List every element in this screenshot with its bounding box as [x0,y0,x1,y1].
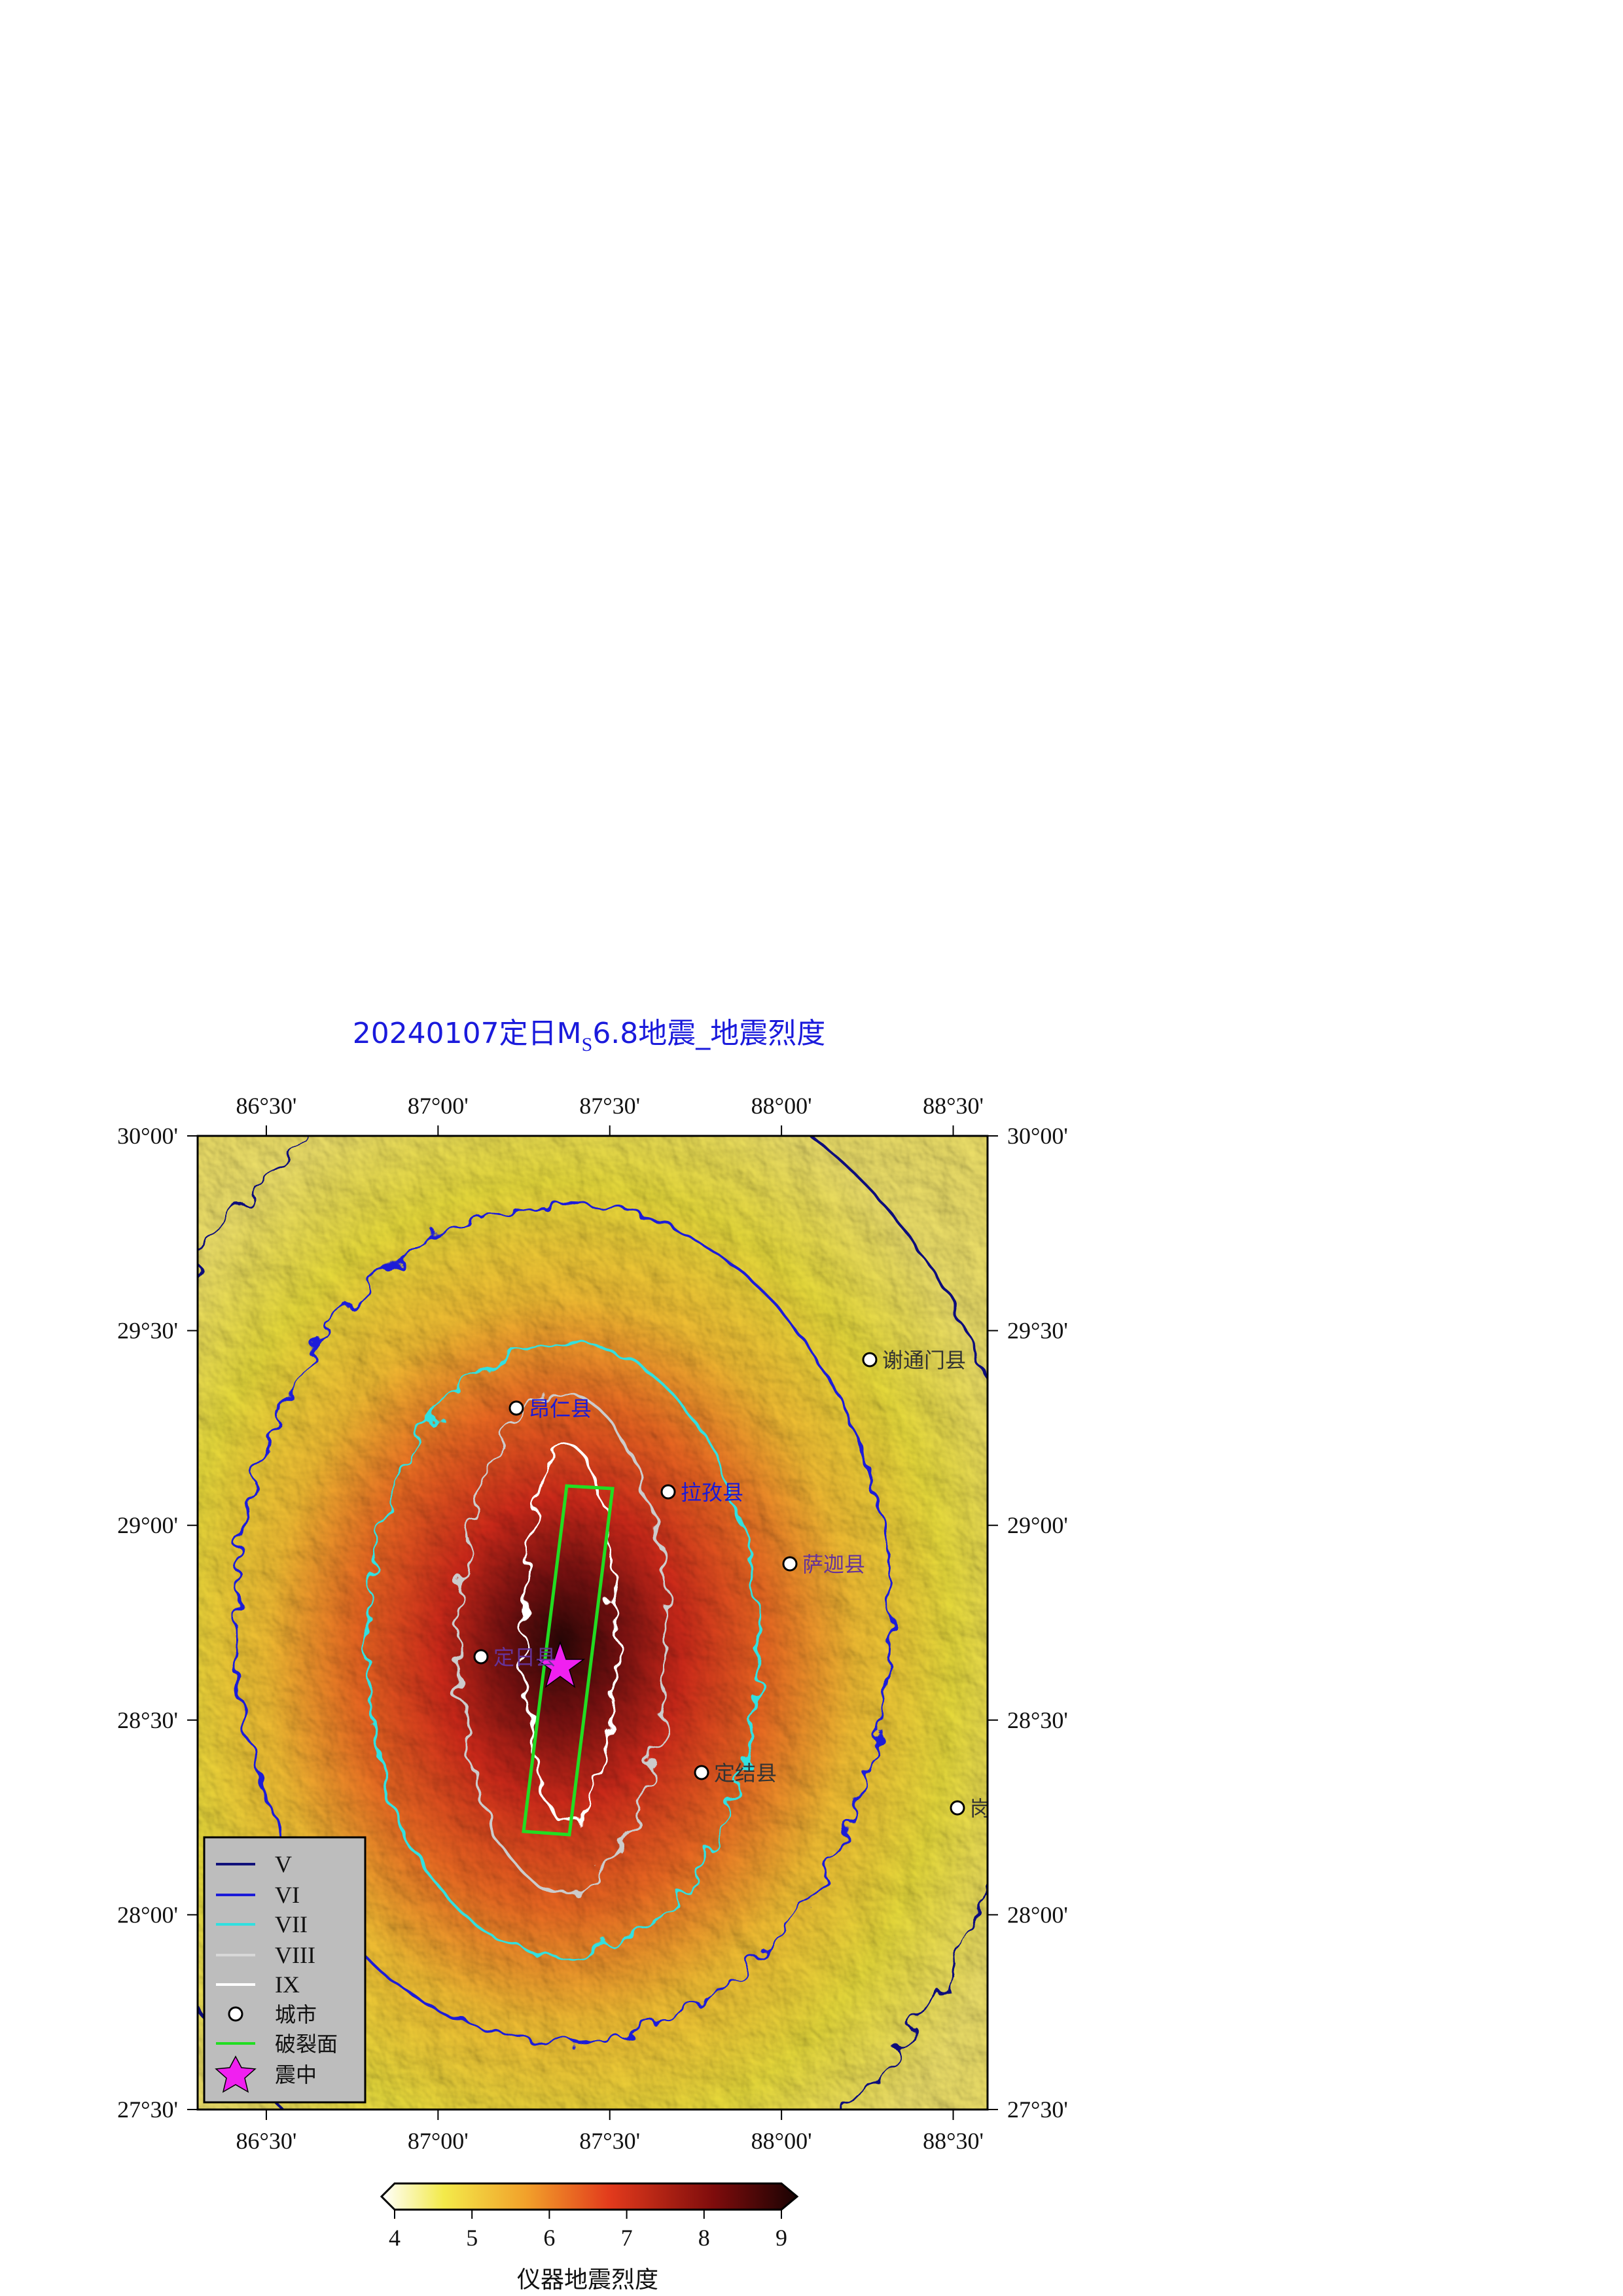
legend-swatch [215,2055,257,2093]
colorbar-tick-label: 4 [389,2225,401,2251]
y-tick-label: 28°30' [1007,1707,1068,1733]
legend-label: VII [275,1911,308,1937]
map-frame [196,1135,989,2111]
y-tick-label: 29°00' [117,1512,178,1538]
city-marker [950,1800,965,1816]
y-tick-label: 28°00' [117,1901,178,1928]
contour-vi [234,1203,891,2043]
city-label: 萨迦县 [802,1552,865,1577]
x-tick-label: 86°30' [236,1093,297,1119]
y-tick-label: 27°30' [1007,2096,1068,2123]
colorbar-tick-label: 6 [543,2225,555,2251]
y-tick-label: 29°30' [1007,1318,1068,1344]
city-marker [862,1352,878,1368]
legend-box [203,1836,366,2104]
legend-label: 破裂面 [275,2032,338,2057]
x-tick-label: 88°30' [923,2128,984,2154]
city-label: 拉孜县 [681,1480,743,1505]
legend-label: V [275,1851,292,1877]
legend: V VI VII VIII IX 城市 破裂面 震中 [203,1836,366,2104]
colorbar-tick-label: 7 [621,2225,633,2251]
x-tick-label: 88°30' [923,1093,984,1119]
legend-label: VI [275,1882,300,1908]
y-tick-label: 27°30' [117,2096,178,2123]
contour-vii [365,1340,760,1958]
colorbar-bar [380,2182,799,2211]
contour-viii [457,1392,669,1892]
colorbar-tick-label: 5 [466,2225,478,2251]
city-label: 昂仁县 [529,1396,592,1421]
legend-swatch [228,2006,243,2022]
city-label: 谢通门县 [882,1348,966,1373]
title-suffix: 6.8地震_地震烈度 [592,1017,825,1050]
rupture-plane [522,1484,615,1837]
x-tick-label: 87°00' [408,2128,469,2154]
epicenter [535,1640,586,1688]
cities: 昂仁县 谢通门县 拉孜县 萨迦县 定日县 定结县 岗巴县 [473,1348,1033,1821]
city-marker [508,1400,524,1416]
title-prefix: 20240107定日M [353,1017,582,1050]
y-tick-label: 30°00' [1007,1123,1068,1149]
x-tick-label: 87°30' [579,2128,640,2154]
x-tick-label: 88°00' [751,1093,812,1119]
y-tick-label: 29°00' [1007,1512,1068,1538]
x-tick-label: 87°00' [408,1093,469,1119]
colorbar-label: 仪器地震烈度 [517,2267,658,2293]
y-tick-label: 28°00' [1007,1901,1068,1928]
x-tick-label: 87°30' [579,1093,640,1119]
city-label: 定结县 [714,1761,777,1786]
city-marker [473,1649,489,1665]
colorbar-tick-label: 9 [776,2225,787,2251]
city-label: 定日县 [493,1645,556,1670]
city-marker [694,1765,709,1780]
city-marker [660,1484,676,1500]
city-marker [782,1556,798,1572]
colorbar-tick-label: 8 [698,2225,710,2251]
y-tick-label: 28°30' [117,1707,178,1733]
legend-label: 城市 [275,2002,317,2027]
legend-label: 震中 [275,2062,317,2087]
y-tick-label: 29°30' [117,1318,178,1344]
map-title: 20240107定日MS6.8地震_地震烈度 [353,1017,826,1055]
x-tick-label: 86°30' [236,2128,297,2154]
colorbar: 仪器地震烈度 [380,2182,799,2293]
city-label: 岗巴县 [970,1796,1033,1821]
title-sub: S [582,1034,593,1055]
legend-label: IX [275,1971,300,1998]
legend-label: VIII [275,1942,315,1968]
y-tick-label: 30°00' [117,1123,178,1149]
x-tick-label: 88°00' [751,2128,812,2154]
